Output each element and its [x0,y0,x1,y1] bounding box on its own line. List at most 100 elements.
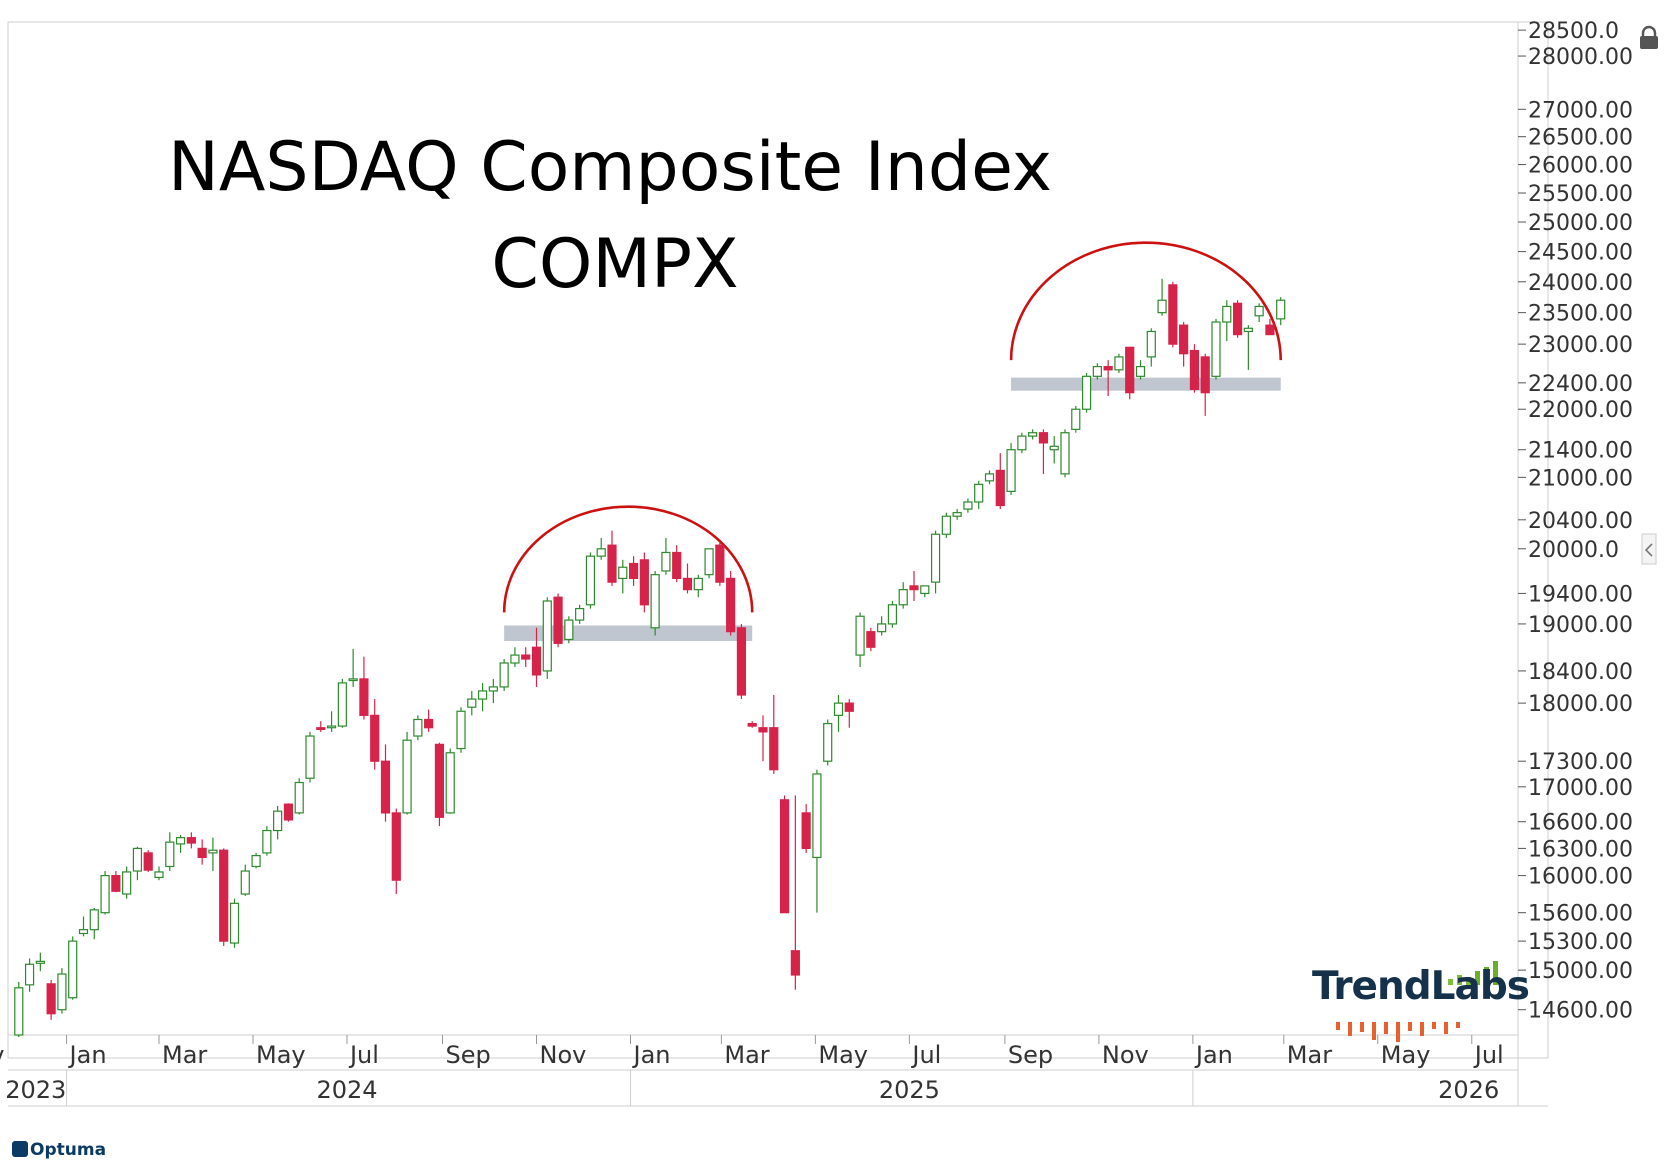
trendlabs-tick [1348,1022,1352,1036]
candlestick [941,512,951,538]
candle-body [305,735,315,779]
candlestick [1157,278,1167,316]
candlestick [844,699,854,728]
candle-body [661,551,671,572]
candlestick [348,648,358,687]
candle-body [68,940,78,999]
candle-body [326,725,337,729]
rounding-top-arc [502,505,754,613]
candlestick [607,530,617,586]
trendlabs-bar [1466,977,1471,985]
candle-body [337,682,347,727]
candle-body [89,909,99,931]
candlestick [219,848,229,946]
y-tick-label: 14600.00 [1528,999,1633,1024]
candlestick [380,744,391,822]
trendlabs-tick [1408,1022,1412,1031]
candle-body [1146,330,1156,358]
candlestick [35,952,45,972]
lock-body [1640,36,1658,49]
candlestick [995,453,1005,510]
candlestick [1189,344,1200,393]
candle-body [143,852,153,871]
lock-icon [1640,25,1658,49]
candlestick [143,850,153,872]
candlestick [186,832,196,849]
lock-shackle [1641,25,1657,36]
candlestick [758,715,768,762]
candlestick [833,694,844,732]
candlestick [898,582,908,609]
candle-body [1135,365,1146,377]
candle-body [1092,365,1102,377]
trendlabs-watermark: TrendLabs [1312,964,1530,1009]
candle-body [1157,299,1167,314]
candlestick [424,709,434,732]
candle-body [1103,365,1113,371]
candle-body [855,615,865,656]
candle-body [186,837,196,844]
candle-body [1189,349,1200,390]
candlestick [596,537,606,560]
y-tick-label: 24500.00 [1528,241,1633,266]
candlestick [661,537,671,575]
candle-body [1168,284,1178,345]
x-tick-label: Jul [1473,1041,1504,1069]
x-tick-label: Mar [162,1041,207,1069]
candlestick [1092,363,1102,380]
trendlabs-bar [1493,961,1498,985]
y-tick-label: 26000.00 [1528,154,1633,179]
y-tick-label: 28000.00 [1528,45,1633,70]
candlestick [1125,346,1135,400]
y-tick-label: 25500.00 [1528,182,1633,207]
candlestick [132,846,143,881]
candlestick [175,834,186,853]
candlestick [575,604,585,624]
candle-body [424,718,434,729]
candlestick [1265,318,1275,336]
candlestick [111,871,121,893]
candlestick [1038,429,1049,474]
trendlabs-tick [1432,1022,1436,1029]
candle-body [14,987,24,1036]
candlestick [1243,325,1253,370]
x-tick-label: ov [0,1041,4,1069]
candle-body [1211,321,1221,377]
candle-body [294,781,304,814]
candle-body [607,544,617,583]
candlestick [208,837,218,872]
candle-body [682,577,693,591]
candle-body [531,646,542,676]
y-tick-label: 27000.00 [1528,98,1633,123]
candlestick [251,852,261,869]
candle-body [1125,346,1135,394]
candle-body [995,469,1005,507]
y-tick-label: 23500.00 [1528,302,1633,327]
optuma-brand-text: Optuma [30,1140,107,1160]
candle-body [1049,445,1059,451]
x-tick-label: Nov [540,1041,587,1069]
candle-body [262,829,272,854]
candle-body [866,631,876,648]
x-tick-label: Jul [910,1041,941,1069]
candlestick [553,593,563,648]
candlestick [57,968,67,1014]
candlestick [262,826,272,856]
year-label: 2024 [316,1076,377,1104]
candle-body [887,604,898,625]
y-tick-label: 21400.00 [1528,439,1633,464]
candle-body [963,501,973,510]
x-tick-label: Jan [1194,1041,1233,1069]
candlestick [984,470,995,485]
candlestick [1049,436,1059,464]
y-tick-label: 19400.00 [1528,582,1633,607]
candlestick [1179,322,1189,367]
candlestick [747,721,757,728]
y-tick-label: 21000.00 [1528,466,1633,491]
y-tick-label: 17300.00 [1528,750,1633,775]
candlestick [402,731,412,815]
candlestick [1071,405,1081,433]
x-tick-label: May [256,1041,306,1069]
candle-body [823,722,833,762]
